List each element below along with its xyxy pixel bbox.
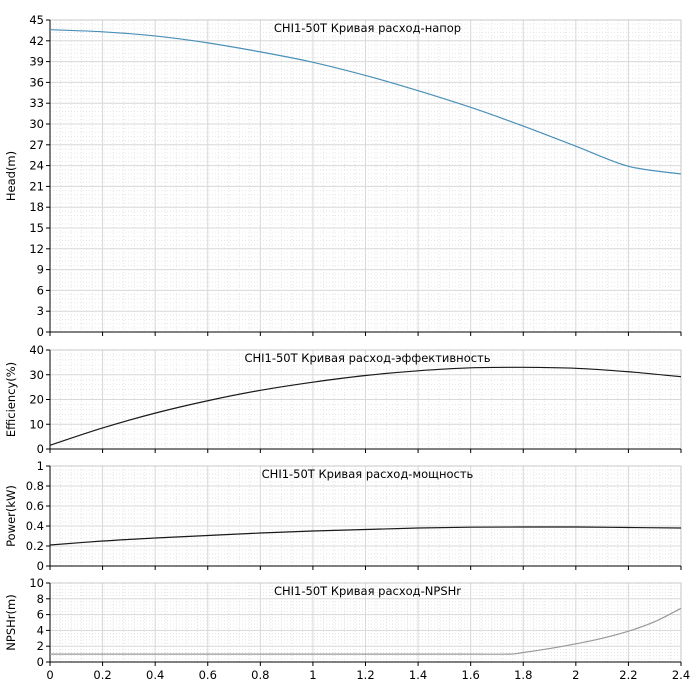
npshr-x-tick-label: 1.2 [356,668,374,682]
power-y-tick-label: 1 [37,459,44,473]
npshr-x-tick-label: 1.4 [409,668,427,682]
npshr-y-tick-label: 6 [37,608,44,622]
head-series-line [49,29,682,175]
npshr-y-tick-label: 4 [37,623,44,637]
efficiency-y-axis-label: Efficiency(%) [4,362,18,437]
head-y-tick-label: 15 [29,221,44,235]
power-y-tick-label: 0.8 [26,479,44,493]
power-y-tick-label: 0.4 [26,519,44,533]
head-y-tick-label: 36 [29,75,44,89]
npshr-y-tick-label: 2 [37,639,44,653]
npshr-chart: 0 2 46 8 10 0 0.2 0.4 0.6 0.8 1 1.2 1.4 1.6 1.8 2 2.2 2.4… [4,576,690,682]
head-chart: 0369121518212427303336394245Head(m)CHI1-… [4,13,682,339]
head-y-tick-label: 12 [29,242,44,256]
head-y-tick-label: 24 [29,159,44,173]
npshr-x-tick-label: 2.4 [672,668,690,682]
efficiency-chart: 0 10 20 30 40 Efficiency(%) CHI1-50T Кривая ра… [4,343,682,456]
npshr-y-tick-label: 8 [37,592,44,606]
efficiency-y-tick-label: 10 [29,417,44,431]
npshr-y-axis-label: NPSHr(m) [4,594,18,650]
npshr-x-tick-label: 0.6 [199,668,217,682]
npshr-x-tick-label: 1.8 [514,668,532,682]
head-y-tick-label: 27 [29,138,44,152]
efficiency-chart-title: CHI1-50T Кривая расход-эффективность [244,351,490,365]
head-y-tick-label: 0 [37,325,44,339]
power-chart: 0 0.2 0.4 0.6 0.8 1 Power(kW) CHI1-50T Кривая р… [4,459,682,573]
power-y-tick-label: 0.6 [26,499,44,513]
head-y-tick-label: 39 [29,55,44,69]
npshr-series-line [49,607,682,655]
efficiency-y-tick-label: 30 [29,368,44,382]
npshr-x-tick-label: 0 [46,668,53,682]
npshr-x-tick-label: 1 [309,668,316,682]
npshr-x-tick-label: 0.2 [93,668,111,682]
power-series-line [49,526,682,546]
head-y-tick-label: 3 [37,304,44,318]
power-y-axis-label: Power(kW) [4,485,18,547]
npshr-y-tick-label: 10 [29,576,44,590]
head-y-tick-label: 45 [29,13,44,27]
efficiency-y-tick-label: 40 [29,343,44,357]
efficiency-y-tick-label: 0 [37,442,44,456]
head-y-tick-label: 42 [29,34,44,48]
npshr-chart-title: CHI1-50T Кривая расход-NPSHr [274,584,461,598]
power-y-tick-label: 0.2 [26,539,44,553]
power-y-tick-label: 0 [37,559,44,573]
efficiency-y-tick-label: 20 [29,393,44,407]
head-y-tick-label: 6 [37,283,44,297]
power-chart-title: CHI1-50T Кривая расход-мощность [262,467,474,481]
npshr-x-tick-label: 2.2 [619,668,637,682]
efficiency-series-line [49,366,682,446]
head-y-tick-label: 9 [37,263,44,277]
npshr-y-tick-label: 0 [37,655,44,669]
head-y-axis-label: Head(m) [4,151,18,201]
npshr-x-tick-label: 2 [572,668,579,682]
head-y-tick-label: 33 [29,96,44,110]
head-y-tick-label: 30 [29,117,44,131]
head-y-tick-label: 18 [29,200,44,214]
npshr-x-tick-label: 0.8 [251,668,269,682]
npshr-x-tick-label: 1.6 [462,668,480,682]
npshr-x-tick-label: 0.4 [146,668,164,682]
head-y-tick-label: 21 [29,179,44,193]
head-chart-title: CHI1-50T Кривая расход-напор [274,21,461,35]
